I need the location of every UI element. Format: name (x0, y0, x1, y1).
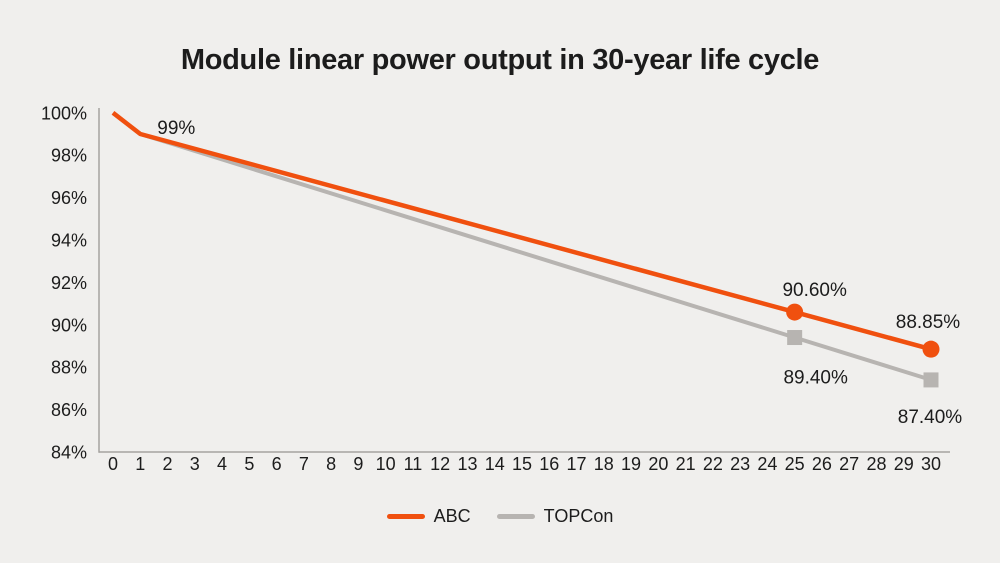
abc-line (111, 111, 932, 352)
x-tick-label: 12 (430, 454, 450, 474)
data-label: 88.85% (896, 312, 961, 333)
x-tick-label: 25 (785, 454, 805, 474)
x-tick-label: 27 (839, 454, 859, 474)
legend-item-abc: ABC (386, 506, 471, 527)
x-tick-label: 5 (244, 454, 254, 474)
x-tick-label: 23 (730, 454, 750, 474)
x-tick-label: 18 (594, 454, 614, 474)
x-tick-label: 13 (457, 454, 477, 474)
x-tick-label: 24 (757, 454, 777, 474)
data-label: 87.40% (898, 407, 963, 428)
x-tick-label: 9 (353, 454, 363, 474)
topcon-marker (923, 372, 939, 388)
y-tick-label: 84% (51, 443, 87, 463)
x-tick-label: 11 (404, 454, 423, 474)
y-tick-label: 100% (41, 103, 87, 123)
y-tick-label: 90% (51, 315, 87, 335)
topcon-marker (787, 330, 803, 346)
topcon-line-swatch (496, 514, 535, 519)
abc-marker (786, 303, 804, 321)
data-label: 99% (157, 118, 195, 139)
x-tick-label: 20 (648, 454, 668, 474)
x-tick-label: 1 (135, 454, 145, 474)
x-tick-label: 29 (894, 454, 914, 474)
data-label: 89.40% (783, 368, 848, 389)
x-tick-label: 8 (326, 454, 336, 474)
x-tick-label: 4 (217, 454, 227, 474)
x-tick-label: 2 (163, 454, 173, 474)
y-tick-label: 98% (51, 146, 87, 166)
x-tick-label: 22 (703, 454, 723, 474)
x-tick-label: 28 (866, 454, 886, 474)
chart-title: Module linear power output in 30-year li… (180, 44, 820, 76)
y-tick-label: 92% (51, 273, 87, 293)
x-tick-label: 26 (812, 454, 832, 474)
abc-line-swatch (386, 514, 425, 519)
data-label: 90.60% (782, 280, 847, 301)
y-tick-label: 88% (51, 358, 87, 378)
x-tick-label: 10 (376, 454, 396, 474)
x-tick-label: 3 (190, 454, 200, 474)
x-tick-label: 6 (272, 454, 282, 474)
x-tick-label: 7 (299, 454, 309, 474)
y-tick-label: 96% (51, 188, 87, 208)
x-tick-label: 15 (512, 454, 532, 474)
x-tick-label: 14 (485, 454, 505, 474)
abc-legend-label: ABC (433, 506, 471, 526)
x-tick-label: 0 (108, 454, 118, 474)
x-tick-label: 30 (921, 454, 941, 474)
x-tick-label: 19 (621, 454, 641, 474)
topcon-legend-label: TOPCon (543, 506, 614, 526)
legend-item-topcon: TOPCon (496, 506, 614, 527)
topcon-line (111, 111, 932, 382)
x-tick-label: 17 (567, 454, 587, 474)
x-tick-label: 16 (539, 454, 559, 474)
abc-marker (922, 340, 940, 358)
y-tick-label: 94% (51, 231, 87, 251)
x-tick-label: 21 (676, 454, 696, 474)
legend: ABC TOPCon (0, 506, 1000, 527)
y-tick-label: 86% (51, 400, 87, 420)
